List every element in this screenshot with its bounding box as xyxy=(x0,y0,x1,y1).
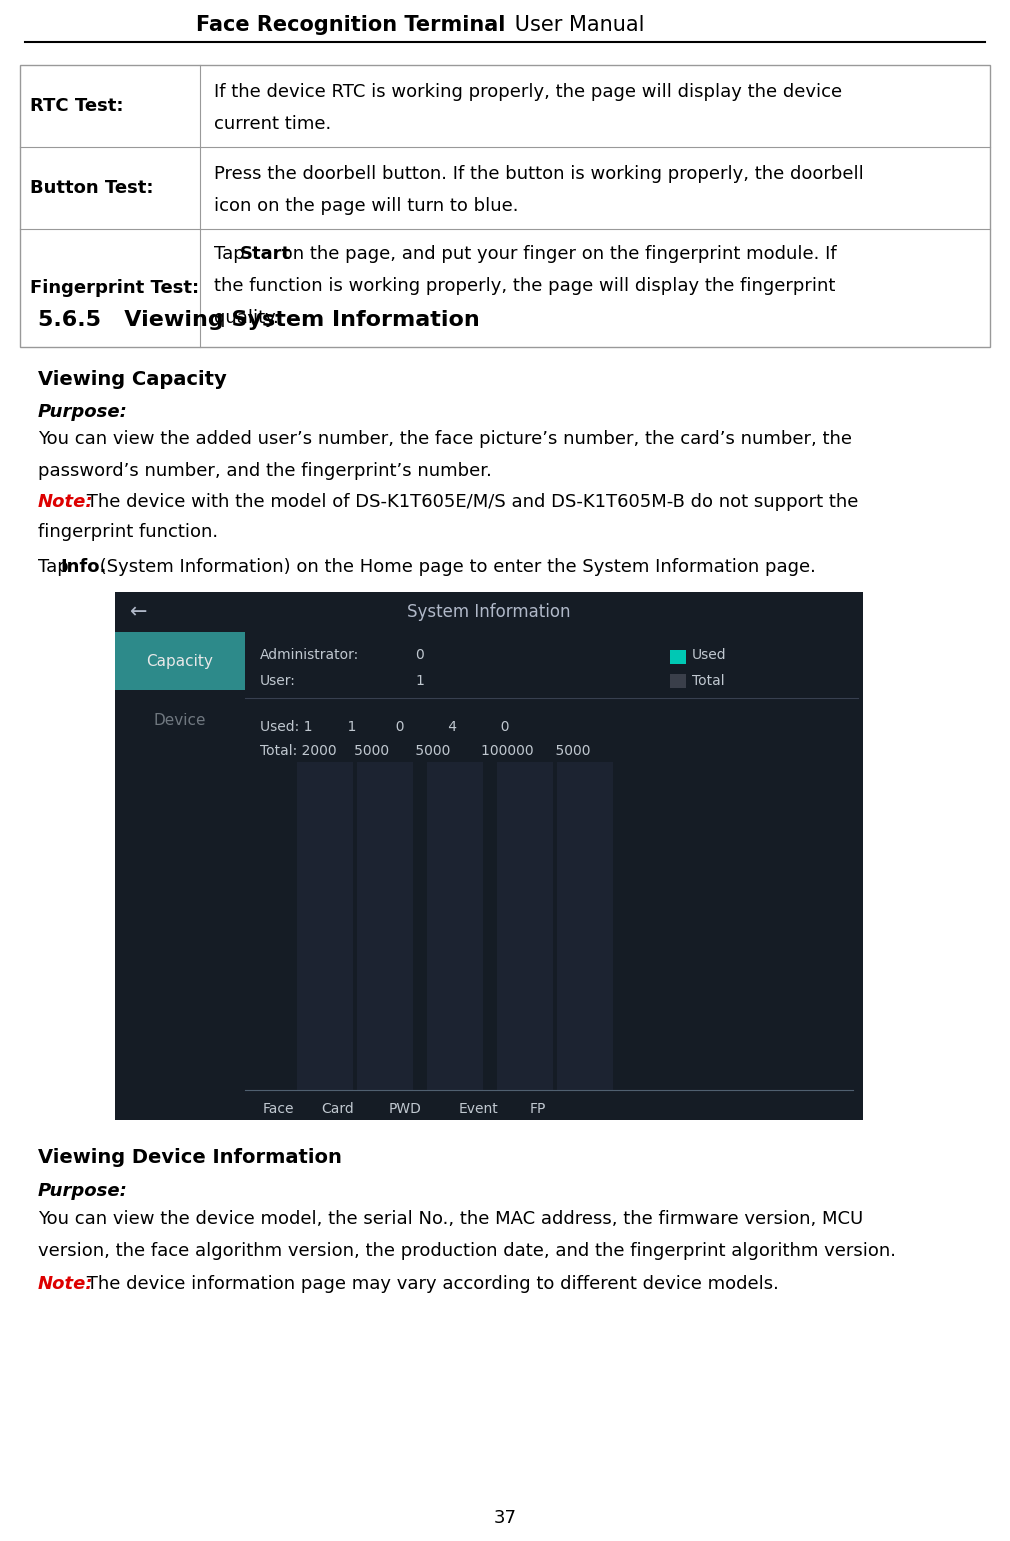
Text: Start: Start xyxy=(240,245,291,264)
Text: Fingerprint Test:: Fingerprint Test: xyxy=(30,279,199,297)
Text: Purpose:: Purpose: xyxy=(38,1182,128,1200)
Text: Device: Device xyxy=(154,712,206,727)
Bar xyxy=(297,761,354,1089)
Text: Tap: Tap xyxy=(214,245,250,264)
Text: 37: 37 xyxy=(494,1509,516,1527)
Text: You can view the device model, the serial No., the MAC address, the firmware ver: You can view the device model, the seria… xyxy=(38,1210,864,1228)
Text: Face: Face xyxy=(263,1102,294,1116)
Text: Card: Card xyxy=(321,1102,355,1116)
Bar xyxy=(497,761,553,1089)
Text: If the device RTC is working properly, the page will display the device: If the device RTC is working properly, t… xyxy=(214,83,842,102)
Text: The device with the model of DS-K1T605E/M/S and DS-K1T605M-B do not support the: The device with the model of DS-K1T605E/… xyxy=(81,493,858,512)
Text: FP: FP xyxy=(530,1102,546,1116)
Text: Viewing Device Information: Viewing Device Information xyxy=(38,1148,341,1167)
Text: Administrator:: Administrator: xyxy=(260,649,360,663)
Bar xyxy=(115,632,245,690)
Text: User:: User: xyxy=(260,673,296,687)
Text: fingerprint function.: fingerprint function. xyxy=(38,522,218,541)
Bar xyxy=(115,592,863,1120)
Text: password’s number, and the fingerprint’s number.: password’s number, and the fingerprint’s… xyxy=(38,462,492,479)
Bar xyxy=(20,65,990,347)
Text: Purpose:: Purpose: xyxy=(38,404,128,421)
Text: User Manual: User Manual xyxy=(508,15,644,35)
Text: 1: 1 xyxy=(415,673,424,687)
Bar xyxy=(427,761,483,1089)
Text: Used: 1        1         0          4          0: Used: 1 1 0 4 0 xyxy=(260,720,509,734)
Bar xyxy=(557,761,613,1089)
Text: System Information: System Information xyxy=(407,603,571,621)
Text: Note:: Note: xyxy=(38,493,94,512)
Bar xyxy=(357,761,413,1089)
Text: You can view the added user’s number, the face picture’s number, the card’s numb: You can view the added user’s number, th… xyxy=(38,430,852,448)
Text: 0: 0 xyxy=(415,649,424,663)
Text: Face Recognition Terminal: Face Recognition Terminal xyxy=(196,15,505,35)
Text: Capacity: Capacity xyxy=(146,653,213,669)
Text: The device information page may vary according to different device models.: The device information page may vary acc… xyxy=(81,1274,779,1293)
Text: on the page, and put your finger on the fingerprint module. If: on the page, and put your finger on the … xyxy=(276,245,836,264)
Bar xyxy=(670,673,686,687)
Text: the function is working properly, the page will display the fingerprint: the function is working properly, the pa… xyxy=(214,277,835,294)
Text: Info.: Info. xyxy=(60,558,106,576)
Text: Total: 2000    5000      5000       100000     5000: Total: 2000 5000 5000 100000 5000 xyxy=(260,744,591,758)
Text: Tap: Tap xyxy=(38,558,75,576)
Text: Press the doorbell button. If the button is working properly, the doorbell: Press the doorbell button. If the button… xyxy=(214,165,864,183)
Text: Note:: Note: xyxy=(38,1274,94,1293)
Text: PWD: PWD xyxy=(389,1102,421,1116)
Text: RTC Test:: RTC Test: xyxy=(30,97,123,116)
Text: Total: Total xyxy=(692,673,724,687)
Text: Viewing Capacity: Viewing Capacity xyxy=(38,370,227,388)
Text: 5.6.5   Viewing System Information: 5.6.5 Viewing System Information xyxy=(38,310,480,330)
Text: version, the face algorithm version, the production date, and the fingerprint al: version, the face algorithm version, the… xyxy=(38,1242,896,1261)
Text: Used: Used xyxy=(692,649,726,663)
Text: Event: Event xyxy=(459,1102,498,1116)
Text: ←: ← xyxy=(130,603,147,623)
Text: Button Test:: Button Test: xyxy=(30,179,154,197)
Text: current time.: current time. xyxy=(214,116,331,133)
Text: icon on the page will turn to blue.: icon on the page will turn to blue. xyxy=(214,197,518,216)
Text: quality.: quality. xyxy=(214,310,279,327)
Bar xyxy=(670,650,686,664)
Text: (System Information) on the Home page to enter the System Information page.: (System Information) on the Home page to… xyxy=(94,558,816,576)
